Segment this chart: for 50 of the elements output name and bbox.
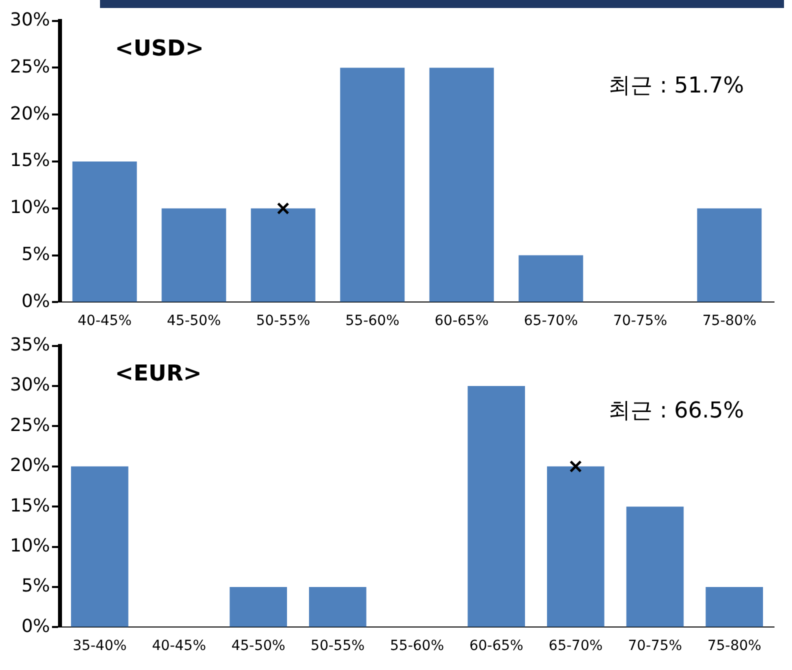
text: <EUR> [115, 362, 202, 387]
x-tick-label: 55-60% [390, 638, 444, 654]
bar [429, 68, 494, 302]
x-tick-label: 75-80% [702, 313, 756, 330]
bar [518, 255, 584, 302]
bar [250, 208, 316, 302]
y-tick-label: 30% [10, 9, 50, 30]
y-tick-label: 30% [10, 374, 50, 396]
x-tick-label: 35-40% [72, 638, 127, 654]
x-tick-label: 60-65% [434, 313, 489, 330]
x-tick-label: 70-75% [613, 313, 668, 330]
bar [706, 587, 763, 627]
bar [72, 162, 137, 302]
x-tick-label: 50-55% [310, 638, 365, 654]
y-tick-label: 0% [21, 290, 50, 312]
x-tick-label: 70-75% [628, 638, 682, 654]
bar [162, 208, 226, 302]
x-tick-label: 40-45% [152, 638, 206, 654]
y-tick-label: 15% [10, 150, 50, 172]
y-tick-label: 25% [10, 56, 50, 78]
bar [547, 466, 604, 627]
x-tick-label: 45-50% [166, 313, 221, 330]
x-tick-label: 45-50% [231, 638, 286, 654]
y-tick-label: 20% [10, 103, 50, 124]
annotation: 최근 : 51.7% [608, 74, 744, 99]
y-tick-label: 10% [10, 535, 50, 556]
y-tick-label: 25% [10, 414, 50, 436]
x-tick-label: 65-70% [548, 638, 603, 654]
text: <USD> [115, 36, 204, 62]
bar [71, 466, 128, 627]
y-tick-label: 35% [10, 334, 50, 356]
bar [309, 587, 366, 627]
x-tick-label: 50-55% [256, 313, 310, 330]
x-tick-label: 55-60% [345, 313, 400, 330]
annotation: 최근 : 66.5% [608, 398, 744, 424]
bar [230, 587, 287, 627]
bar [340, 68, 405, 302]
bar [468, 386, 525, 627]
bar [626, 506, 684, 627]
x-tick-label: 60-65% [469, 638, 524, 654]
y-tick-label: 0% [21, 616, 50, 637]
x-tick-label: 75-80% [707, 638, 762, 654]
bar [697, 208, 762, 302]
y-tick-label: 15% [10, 495, 50, 516]
y-tick-label: 5% [21, 576, 50, 597]
y-tick-label: 5% [21, 244, 50, 265]
x-tick-label: 65-70% [524, 313, 578, 330]
y-tick-label: 20% [10, 455, 50, 476]
x-tick-label: 40-45% [78, 313, 132, 330]
y-tick-label: 10% [10, 197, 50, 218]
